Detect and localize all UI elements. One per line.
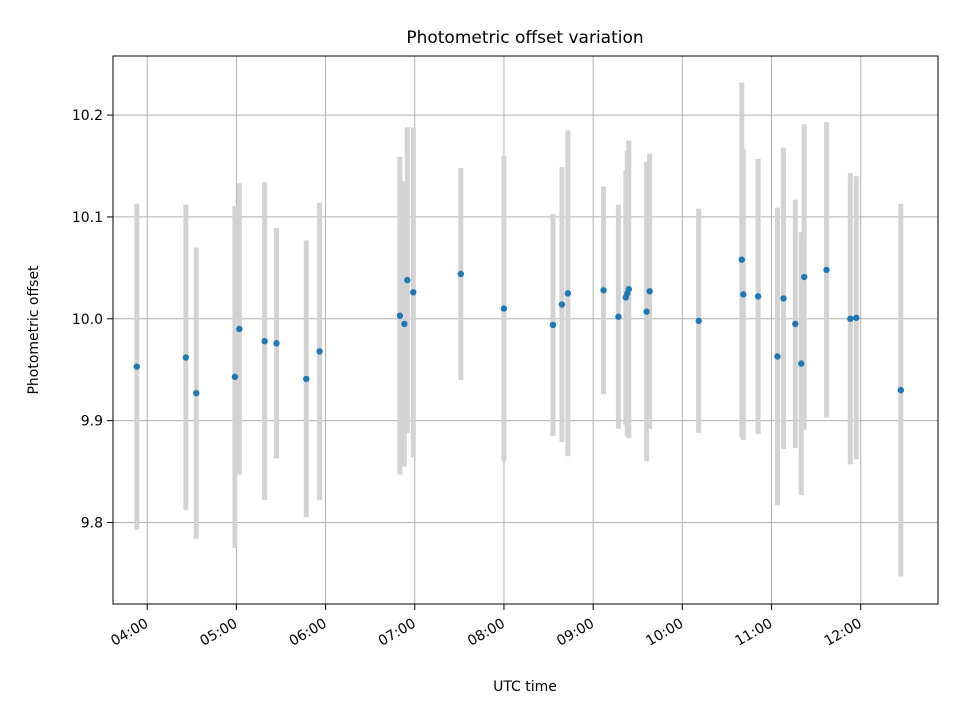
data-point [231,373,239,381]
chart-title: Photometric offset variation [406,28,643,48]
y-axis-ticks: 9.8 9.9 10.0 10.1 10.2 [72,108,113,532]
data-point [615,313,622,320]
data-point [780,295,787,302]
data-point [261,338,268,345]
data-point [774,353,781,360]
data-point [396,312,404,319]
data-point [236,325,243,333]
y-tick-label: 10.2 [72,108,103,124]
y-axis-label: Photometric offset [26,265,42,395]
data-point [457,270,465,278]
data-point [600,287,607,294]
data-point [823,266,830,274]
data-point [625,286,633,293]
data-point [303,375,310,383]
data-point [695,317,702,325]
data-point [564,290,572,297]
y-tick-label: 9.9 [81,414,103,430]
data-point [558,301,566,308]
data-point [853,314,860,321]
x-axis-label: UTC time [493,679,557,695]
data-point [798,360,805,367]
data-point [738,256,745,263]
data-point [500,305,508,312]
data-point [316,348,323,355]
data-point [273,340,280,347]
data-point [897,386,905,394]
y-tick-label: 10.0 [72,312,103,328]
y-tick-label: 9.8 [81,516,103,532]
data-point [847,315,854,322]
data-point [792,320,799,328]
data-point [410,289,417,296]
plot-frame [112,55,939,605]
data-point [646,288,653,295]
data-point [740,291,747,298]
data-point [401,320,408,328]
data-point [549,321,557,329]
data-point [193,389,200,397]
data-point [182,354,190,361]
data-point [643,308,650,315]
data-point [404,276,411,284]
data-point [801,273,808,281]
data-point [754,293,762,300]
data-points [133,256,905,397]
data-point [133,363,140,370]
y-tick-label: 10.1 [72,210,103,226]
